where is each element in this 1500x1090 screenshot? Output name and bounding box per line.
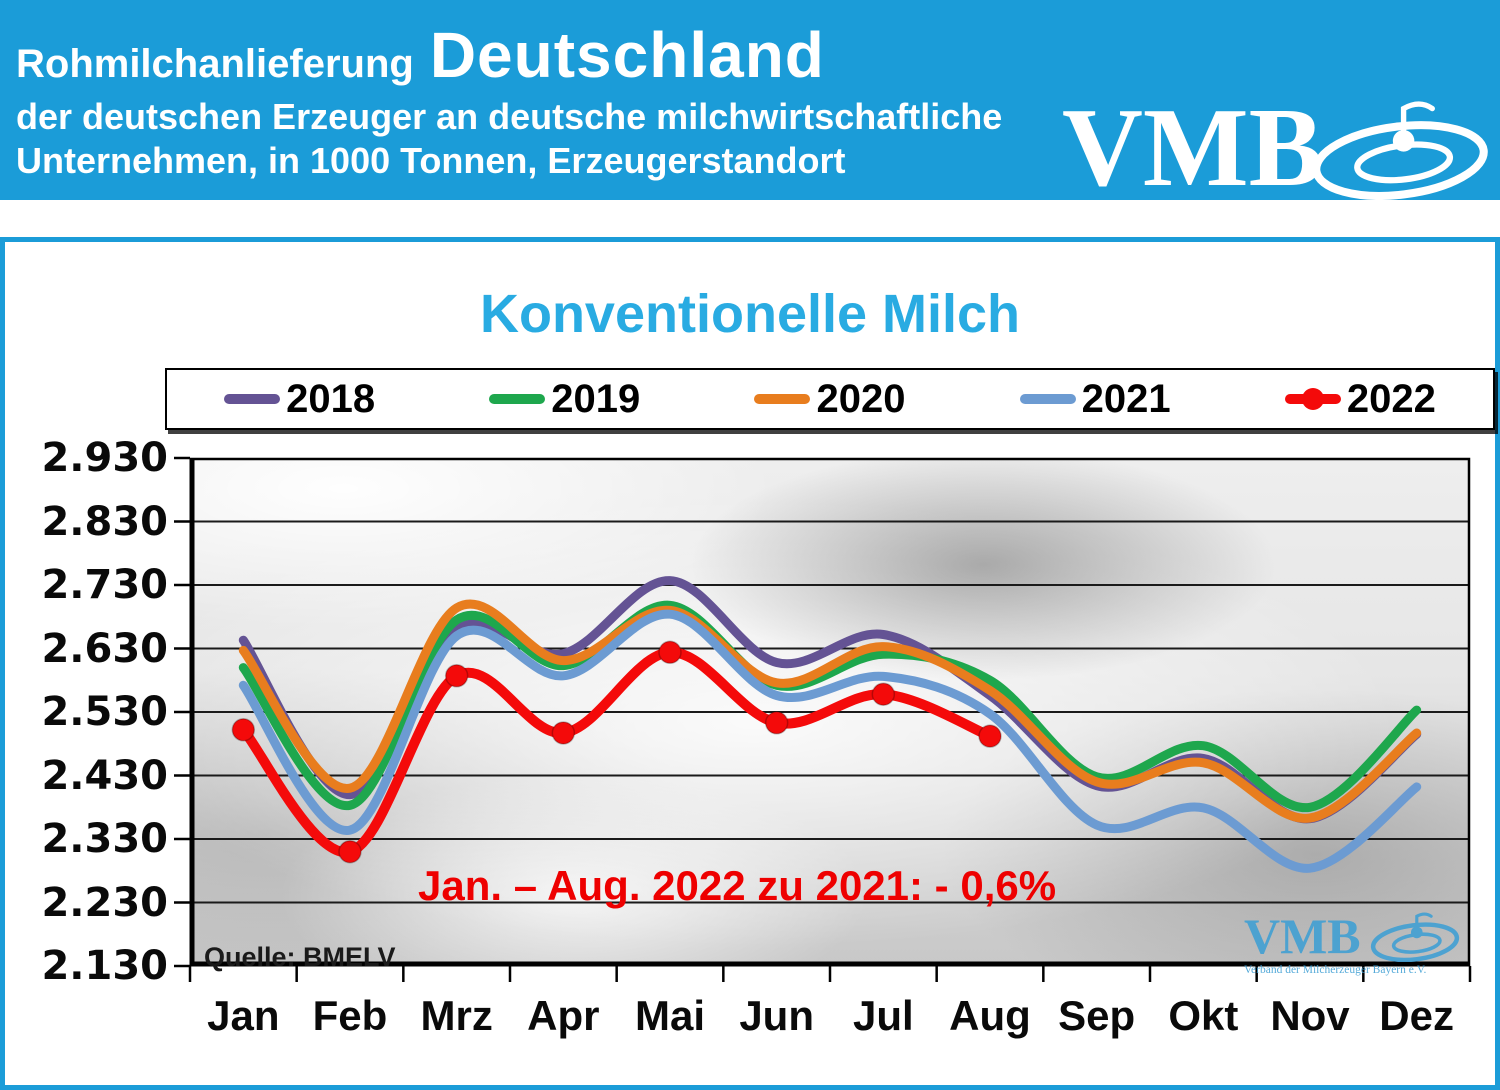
chart-title: Konventionelle Milch	[479, 284, 1021, 344]
x-axis-month-label: Jun	[739, 992, 814, 1039]
header-title-small: Rohmilchanlieferung	[16, 42, 414, 86]
header-banner: Rohmilchanlieferung Deutschland der deut…	[0, 0, 1500, 204]
y-axis-tick-label: 2.530	[41, 689, 168, 735]
legend-swatch-2020	[754, 388, 811, 410]
x-axis-month-label: Sep	[1058, 992, 1136, 1039]
vmb-logo-text: VMB	[1062, 86, 1324, 210]
annotation-text: Jan. – Aug. 2022 zu 2021: - 0,6%	[418, 862, 1057, 909]
legend-item-2020: 2020	[754, 377, 905, 422]
vmb-watermark: VMB Verband der Milcherzeuger Bayern e.V…	[1244, 910, 1488, 976]
series-marker-2022	[764, 711, 789, 735]
x-axis-month-label: Aug	[949, 992, 1031, 1039]
legend-swatch-2019	[489, 388, 546, 410]
legend-label: 2018	[286, 376, 376, 421]
legend-item-2022: 2022	[1284, 376, 1436, 422]
series-line-2021	[238, 609, 1422, 873]
series-marker-2022	[658, 640, 682, 665]
y-axis-tick-label: 2.830	[41, 498, 168, 545]
header-title-row: Rohmilchanlieferung Deutschland	[16, 18, 825, 92]
legend-swatch-2021	[1019, 388, 1076, 410]
series-marker-2022	[338, 839, 362, 864]
legend-label: 2020	[816, 376, 906, 421]
x-axis-month-label: Dez	[1379, 992, 1454, 1039]
x-axis-month-label: Jan	[207, 992, 280, 1039]
header-subtitle-2: Unternehmen, in 1000 Tonnen, Erzeugersta…	[16, 140, 846, 181]
legend-swatch-2018	[224, 388, 281, 410]
vmb-watermark-text: VMB	[1244, 908, 1361, 964]
y-axis-tick-label: 2.930	[41, 435, 168, 481]
y-axis-tick-label: 2.730	[41, 562, 168, 608]
legend-label: 2021	[1081, 376, 1171, 421]
x-axis-month-label: Mai	[634, 992, 705, 1039]
x-axis-month-label: Feb	[312, 992, 388, 1039]
legend-label: 2019	[551, 376, 641, 421]
series-line-2022	[238, 647, 995, 857]
y-axis-tick-label: 2.330	[41, 816, 168, 862]
y-axis-tick-label: 2.630	[41, 625, 168, 672]
x-axis-month-label: Apr	[527, 992, 600, 1039]
y-axis-tick-label: 2.230	[41, 879, 168, 926]
vmb-watermark-subtext: Verband der Milcherzeuger Bayern e.V.	[1244, 964, 1427, 976]
legend-swatch-2022	[1284, 388, 1341, 410]
legend-label: 2022	[1346, 376, 1436, 421]
series-line-2020	[238, 599, 1422, 823]
header-subtitle-1: der deutschen Erzeuger an deutsche milch…	[16, 96, 1003, 137]
header-title-country: Deutschland	[429, 19, 825, 91]
legend-item-2018: 2018	[224, 377, 375, 422]
plot-area	[174, 456, 1472, 982]
source-note: Quelle: BMELV	[204, 942, 396, 972]
y-axis-tick-label: 2.430	[41, 752, 168, 799]
series-marker-2022	[551, 721, 576, 745]
x-axis-month-label: Mrz	[420, 992, 493, 1039]
legend-item-2019: 2019	[489, 377, 640, 422]
x-axis-month-label: Nov	[1270, 992, 1350, 1039]
series-marker-2022	[231, 718, 256, 742]
series-marker-2022	[444, 664, 469, 688]
x-axis-month-label: Jul	[852, 992, 914, 1039]
chart-legend: 2018 2019 2020 2021 2022	[165, 368, 1495, 430]
series-marker-2022	[871, 682, 896, 706]
y-axis-tick-label: 2.130	[41, 943, 168, 989]
series-marker-2022	[978, 724, 1002, 748]
vmb-swirl-icon	[1312, 101, 1488, 200]
legend-item-2021: 2021	[1019, 376, 1171, 422]
vmb-watermark-swirl-icon	[1370, 912, 1459, 962]
x-axis-month-label: Okt	[1168, 992, 1239, 1039]
